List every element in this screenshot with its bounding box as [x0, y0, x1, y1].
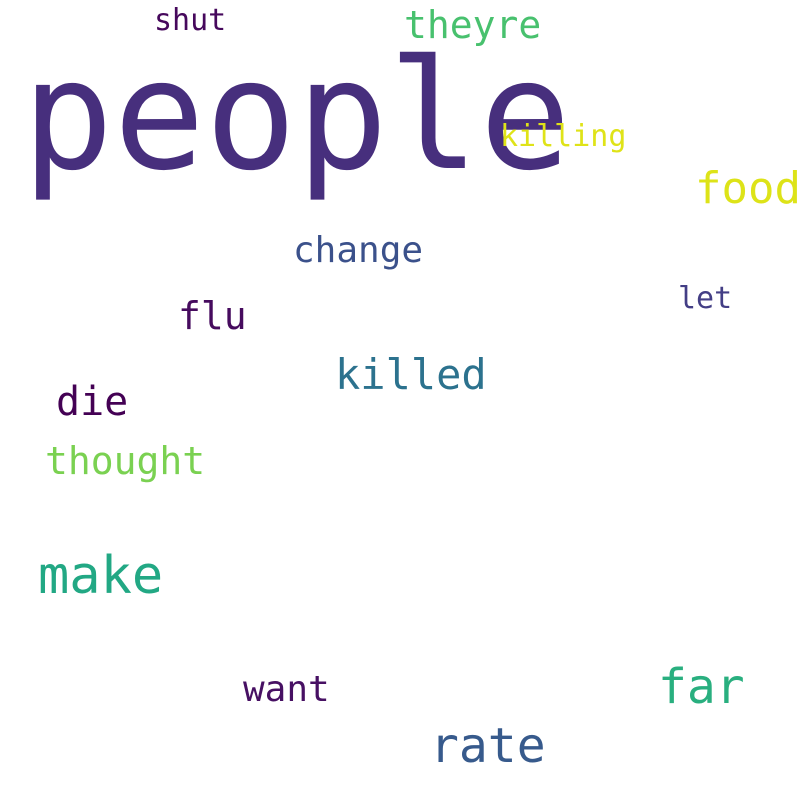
word-theyre: theyre	[404, 3, 542, 47]
word-let: let	[678, 281, 733, 316]
word-rate: rate	[430, 718, 546, 774]
word-killing: killing	[500, 119, 627, 154]
word-die: die	[56, 379, 129, 425]
word-change: change	[293, 230, 424, 271]
word-food: food	[695, 163, 800, 214]
word-want: want	[243, 669, 330, 710]
word-thought: thought	[45, 439, 206, 483]
word-make: make	[38, 546, 164, 606]
word-people: people	[22, 27, 572, 204]
word-far: far	[658, 659, 745, 715]
word-flu: flu	[178, 294, 247, 338]
word-shut: shut	[154, 3, 227, 38]
word-killed: killed	[335, 350, 487, 399]
